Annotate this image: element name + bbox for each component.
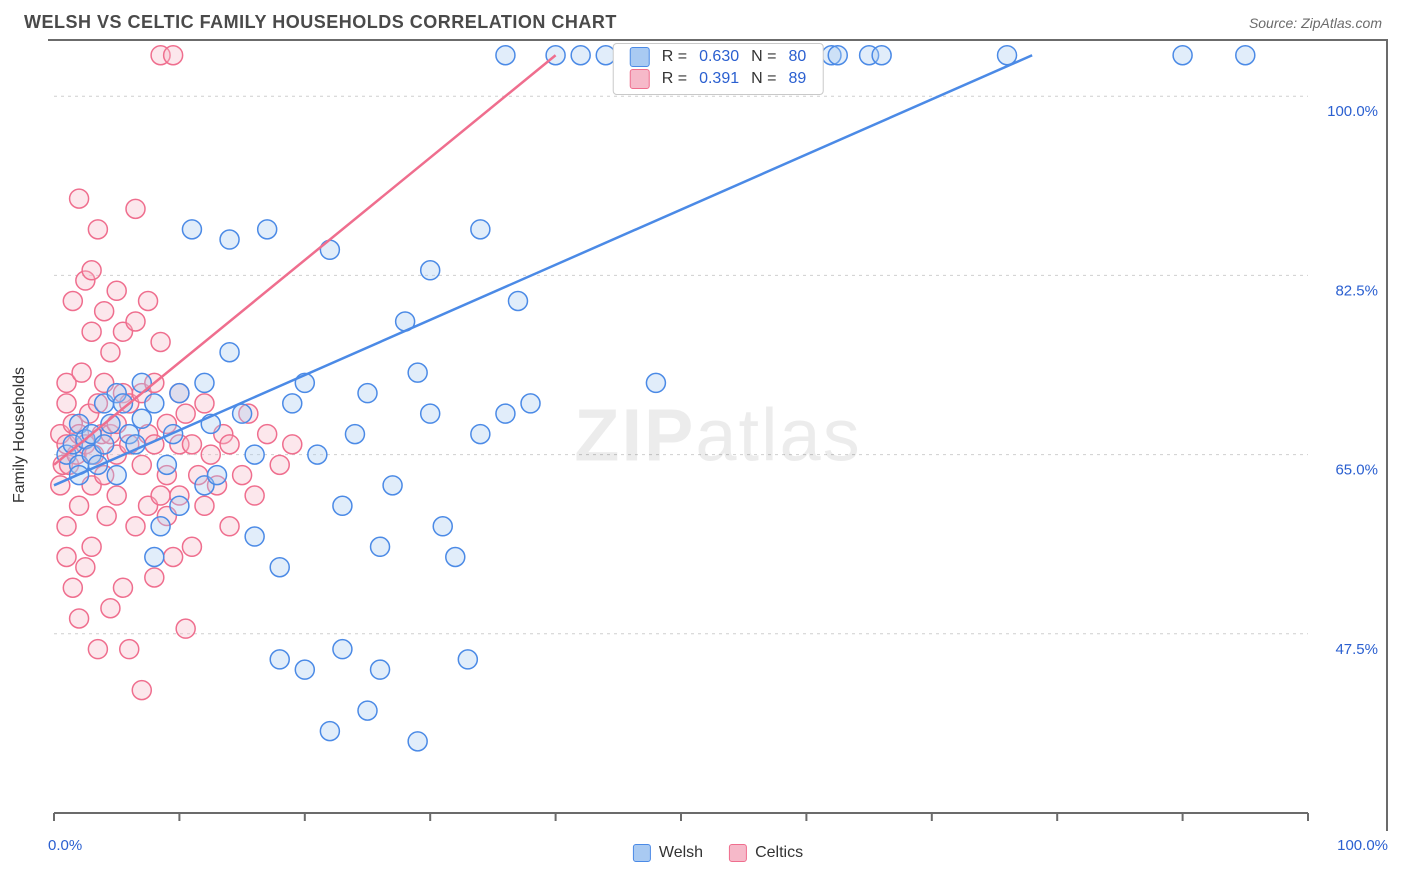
svg-text:100.0%: 100.0% <box>1327 103 1378 120</box>
x-axis-min-label: 0.0% <box>48 837 82 854</box>
legend-correlation: R = 0.630 N = 80 R = 0.391 N = 89 <box>613 43 824 95</box>
svg-text:65.0%: 65.0% <box>1335 462 1378 479</box>
chart-source: Source: ZipAtlas.com <box>1249 15 1382 31</box>
source-value: ZipAtlas.com <box>1301 15 1382 31</box>
plot-column: ZIPatlas 47.5%65.0%82.5%100.0% R = 0.630… <box>48 39 1388 831</box>
legend-row-celtics: R = 0.391 N = 89 <box>624 68 813 90</box>
y-axis-label: Family Households <box>11 367 29 503</box>
n-prefix: N = <box>745 46 782 68</box>
legend-swatch-welsh <box>630 47 650 67</box>
x-axis-footer: 0.0% 100.0% <box>48 831 1388 867</box>
n-value-celtics: 89 <box>782 68 812 90</box>
source-label: Source: <box>1249 15 1301 31</box>
x-axis-max-label: 100.0% <box>1337 837 1388 854</box>
r-prefix: R = <box>656 46 693 68</box>
n-prefix: N = <box>745 68 782 90</box>
chart-header: WELSH VS CELTIC FAMILY HOUSEHOLDS CORREL… <box>18 12 1388 39</box>
legend-row-welsh: R = 0.630 N = 80 <box>624 46 813 68</box>
r-value-welsh: 0.630 <box>693 46 745 68</box>
y-axis-label-column: Family Households <box>18 39 48 831</box>
plot-area-outer: Family Households ZIPatlas 47.5%65.0%82.… <box>18 39 1388 831</box>
chart-container: WELSH VS CELTIC FAMILY HOUSEHOLDS CORREL… <box>0 0 1406 892</box>
chart-title: WELSH VS CELTIC FAMILY HOUSEHOLDS CORREL… <box>24 12 617 33</box>
svg-text:47.5%: 47.5% <box>1335 641 1378 658</box>
scatter-plot: 47.5% 65.0% 82.5% 100.0% <box>48 39 1388 831</box>
r-prefix: R = <box>656 68 693 90</box>
legend-swatch-celtics <box>630 69 650 89</box>
n-value-welsh: 80 <box>782 46 812 68</box>
r-value-celtics: 0.391 <box>693 68 745 90</box>
svg-text:82.5%: 82.5% <box>1335 282 1378 299</box>
